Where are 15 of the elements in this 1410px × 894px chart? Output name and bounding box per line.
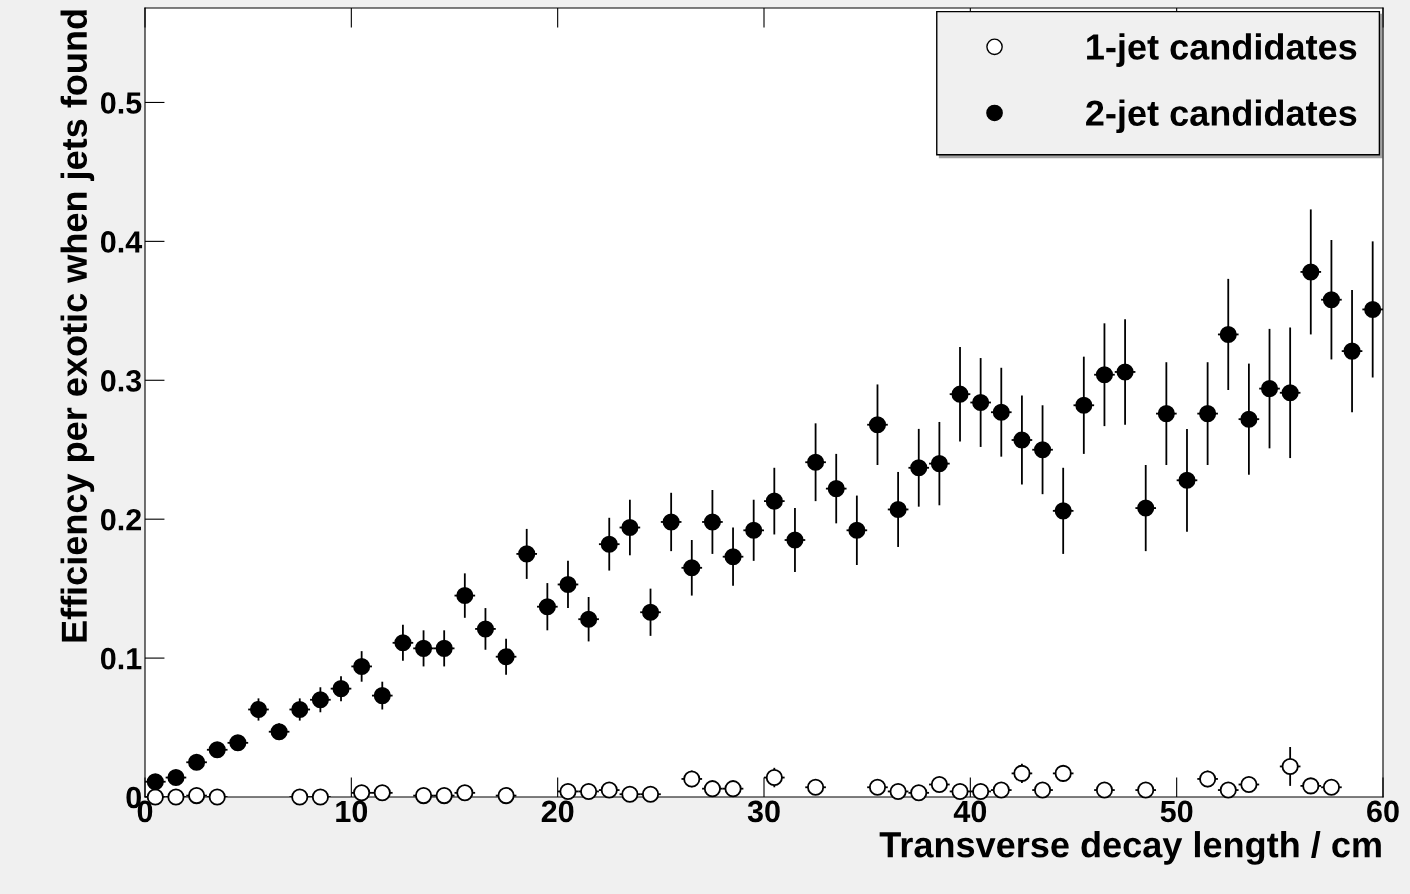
y-tick-label: 0.4	[100, 231, 143, 253]
x-tick-label: 60	[1367, 800, 1399, 823]
x-tick-label: 50	[1160, 800, 1193, 823]
x-tick-label: 10	[336, 800, 368, 823]
legend-label: 1-jet candidates	[1087, 33, 1357, 67]
x-tick-label: 30	[747, 800, 780, 823]
y-tick-label: 0.5	[100, 92, 142, 114]
x-tick-label: 40	[953, 800, 987, 823]
y-axis-title: Efficiency per exotic when jets found	[60, 10, 95, 642]
y-tick-label: 0.3	[100, 370, 142, 392]
x-tick-label: 20	[541, 800, 574, 823]
x-axis-title: Transverse decay length / cm	[879, 831, 1381, 865]
y-tick-label: 0.2	[100, 508, 141, 531]
legend-label: 2-jet candidates	[1086, 99, 1357, 134]
y-tick-label: 0.1	[100, 647, 142, 670]
